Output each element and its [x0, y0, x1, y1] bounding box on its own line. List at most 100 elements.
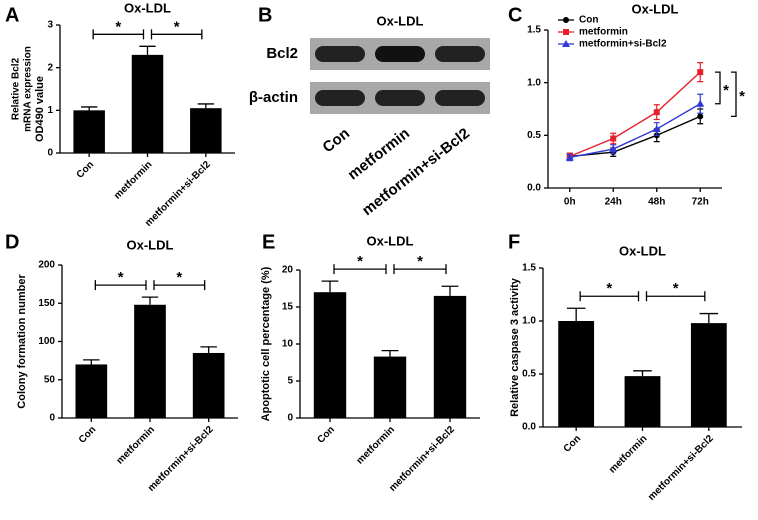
- bar: [313, 292, 347, 418]
- blot-band: [375, 90, 425, 106]
- y-tick-label: 0.5: [522, 369, 536, 380]
- marker: [563, 17, 569, 23]
- chart-title: Ox-LDL: [367, 233, 414, 248]
- x-tick-label: metformin: [355, 424, 397, 466]
- blot-band: [435, 46, 485, 62]
- x-tick-label: metformin: [607, 433, 649, 475]
- marker: [653, 109, 660, 116]
- marker: [696, 99, 705, 107]
- bar: [433, 295, 467, 418]
- significance-label: *: [357, 253, 363, 270]
- y-axis-label: Apoptotic cell percentage (%): [260, 266, 272, 421]
- significance-label: *: [606, 280, 612, 297]
- error-bar: [566, 307, 586, 321]
- error-bar: [83, 359, 100, 365]
- y-tick-label: 1.5: [527, 25, 541, 36]
- row-label: β-actin: [249, 89, 298, 106]
- y-tick-label: 15: [282, 302, 294, 313]
- x-tick-label: 0h: [564, 197, 576, 208]
- significance-bracket: [715, 71, 721, 105]
- y-tick-label: 10: [282, 339, 294, 350]
- significance-label: *: [118, 269, 124, 286]
- y-tick-label: 150: [38, 298, 55, 309]
- significance-bracket: [579, 291, 640, 302]
- x-tick-label: metformin+si-Bcl2: [143, 159, 213, 229]
- bar: [190, 108, 222, 153]
- bar: [192, 352, 225, 418]
- chart-title: Ox-LDL: [377, 13, 424, 28]
- marker: [609, 145, 618, 153]
- error-bar: [200, 346, 217, 353]
- significance-bracket: [393, 264, 447, 275]
- y-tick-label: 100: [38, 336, 55, 347]
- marker: [610, 135, 617, 142]
- significance-bracket: [92, 29, 145, 40]
- marker: [697, 69, 704, 76]
- row-label: Bcl2: [266, 45, 298, 62]
- significance-label: *: [176, 269, 182, 286]
- bar: [624, 376, 661, 427]
- significance-label: *: [115, 18, 121, 35]
- series-line: [569, 115, 701, 158]
- y-tick-label: 1.5: [522, 263, 536, 274]
- legend-label: Con: [579, 15, 598, 26]
- x-tick-label: metformin: [112, 159, 154, 201]
- y-tick-label: 1: [47, 105, 53, 116]
- bar: [690, 323, 727, 427]
- panel-label: A: [5, 4, 19, 26]
- error-bar: [633, 370, 652, 377]
- panel-label: F: [508, 231, 520, 253]
- y-tick-label: 3: [47, 20, 53, 31]
- significance-bracket: [645, 291, 706, 302]
- bar: [131, 54, 164, 153]
- chart-title: Ox-LDL: [632, 1, 679, 16]
- panel-label: D: [5, 231, 19, 253]
- x-tick-label: metformin+si-Bcl2: [387, 424, 457, 494]
- y-tick-label: 0: [47, 148, 53, 159]
- x-tick-label: Con: [75, 159, 97, 181]
- significance-label: *: [723, 82, 729, 99]
- x-tick-label: 72h: [692, 197, 709, 208]
- significance-bracket: [150, 29, 203, 40]
- panel-label: B: [258, 4, 272, 26]
- x-tick-label: metformin: [115, 424, 157, 466]
- chart-title: Ox-LDL: [127, 237, 174, 252]
- x-tick-label: metformin+si-Bcl2: [646, 433, 716, 503]
- significance-label: *: [417, 253, 423, 270]
- bar: [373, 356, 407, 418]
- bar: [75, 364, 108, 418]
- y-axis-label: Colony formation number: [16, 274, 28, 409]
- legend-label: metformin: [579, 27, 628, 38]
- y-tick-label: 2: [47, 62, 53, 73]
- significance-label: *: [739, 88, 745, 105]
- series-line: [569, 71, 701, 158]
- x-tick-label: Con: [77, 424, 99, 446]
- significance-bracket: [153, 280, 206, 291]
- y-axis-label: OD490 value: [34, 76, 46, 142]
- marker: [565, 153, 574, 161]
- marker: [563, 29, 569, 35]
- significance-label: *: [174, 18, 180, 35]
- x-tick-label: 48h: [648, 197, 665, 208]
- y-tick-label: 0.0: [522, 422, 536, 433]
- y-tick-label: 0.5: [527, 130, 541, 141]
- bar: [558, 321, 595, 427]
- error-bar: [197, 103, 214, 109]
- series-line: [569, 103, 701, 159]
- error-bar: [699, 312, 719, 324]
- marker: [652, 125, 661, 133]
- marker: [562, 40, 570, 47]
- panel-label: C: [508, 4, 522, 26]
- y-tick-label: 1.0: [527, 77, 541, 88]
- significance-bracket: [333, 264, 387, 275]
- chart-title: Ox-LDL: [124, 0, 171, 15]
- bar: [73, 110, 105, 153]
- significance-bracket: [94, 280, 147, 291]
- lane-label: metformin+si-Bcl2: [359, 125, 473, 219]
- error-bar: [441, 285, 459, 296]
- error-bar: [81, 106, 98, 111]
- x-tick-label: Con: [315, 424, 337, 446]
- y-tick-label: 200: [38, 260, 55, 271]
- y-tick-label: 20: [282, 265, 294, 276]
